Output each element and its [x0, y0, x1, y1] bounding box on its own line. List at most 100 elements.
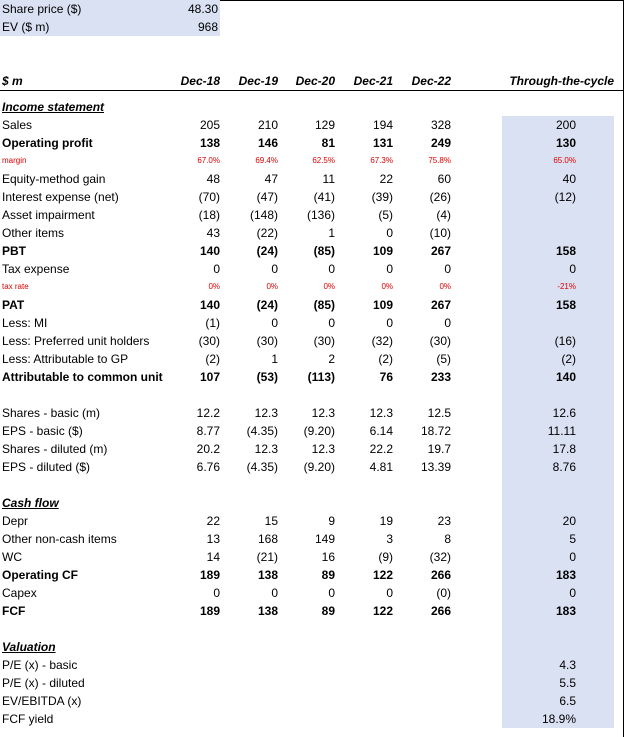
value-cell: (4.35)	[246, 460, 278, 474]
value-cell: 12.3	[254, 406, 278, 420]
value-cell	[278, 674, 335, 692]
value-cell: 22	[379, 172, 393, 186]
value-cell: 328	[430, 118, 451, 132]
cash-flow-title: Cash flow	[2, 496, 59, 510]
row-label: Less: MI	[2, 316, 48, 330]
value-cell: 138	[257, 604, 278, 618]
value-cell	[335, 674, 393, 692]
value-cell: 0	[328, 586, 335, 600]
value-cell: (4.35)	[246, 424, 278, 438]
value-cell: 89	[321, 604, 335, 618]
table-row: Shares - diluted (m) 20.2 12.3 12.3 22.2 19.7…	[0, 440, 624, 458]
value-cell: (53)	[256, 370, 278, 384]
value-cell: 60	[437, 172, 451, 186]
value-cell: (113)	[307, 370, 335, 384]
value-cell: 122	[372, 604, 393, 618]
col-header: Dec-19	[220, 72, 278, 91]
table-row: tax rate 0% 0% 0% 0% 0% -21%	[0, 278, 624, 296]
value-cell: 0%	[381, 282, 393, 291]
value-cell: (5)	[436, 352, 451, 366]
value-cell: (85)	[313, 244, 335, 258]
value-cell: (30)	[256, 334, 278, 348]
value-cell	[393, 674, 451, 692]
ttc-value	[502, 224, 614, 242]
ttc-value: 0	[502, 548, 614, 566]
value-cell: 249	[430, 136, 451, 150]
value-cell: 67.3%	[370, 156, 393, 165]
value-cell: 1	[271, 352, 278, 366]
table-row: Capex 0 0 0 0 (0) 0	[0, 584, 624, 602]
value-cell: (24)	[256, 244, 278, 258]
table-row: FCF 189 138 89 122 266 183	[0, 602, 624, 620]
value-cell: 122	[372, 568, 393, 582]
value-cell	[220, 692, 278, 710]
table-row: WC 14 (21) 16 (9) (32) 0	[0, 548, 624, 566]
value-cell: 146	[257, 136, 278, 150]
ttc-value: 20	[502, 512, 614, 530]
value-cell: 140	[199, 298, 220, 312]
ttc-value: 200	[502, 116, 614, 134]
value-cell: (47)	[256, 190, 278, 204]
table-row: Depr 22 15 9 19 23 20	[0, 512, 624, 530]
table-row: Other non-cash items 13 168 149 3 8 5	[0, 530, 624, 548]
value-cell: 0	[271, 262, 278, 276]
ttc-value: 4.3	[502, 656, 614, 674]
value-cell: 0	[328, 262, 335, 276]
value-cell: 8	[444, 532, 451, 546]
value-cell: 267	[430, 244, 451, 258]
value-cell: 81	[321, 136, 335, 150]
value-cell	[278, 656, 335, 674]
value-cell: 0%	[266, 282, 278, 291]
value-cell: 12.3	[254, 442, 278, 456]
value-cell: (70)	[198, 190, 220, 204]
value-cell: (30)	[313, 334, 335, 348]
ttc-value: 12.6	[502, 404, 614, 422]
col-header: Dec-18	[166, 72, 220, 91]
value-cell: 107	[199, 370, 220, 384]
value-cell: 12.2	[196, 406, 220, 420]
ttc-value	[502, 206, 614, 224]
value-cell: 12.3	[311, 406, 335, 420]
row-label: Operating CF	[2, 568, 79, 582]
value-cell: (24)	[256, 298, 278, 312]
table-row: PAT 140 (24) (85) 109 267 158	[0, 296, 624, 314]
value-cell: (136)	[306, 208, 335, 222]
row-label: P/E (x) - diluted	[2, 676, 85, 690]
value-cell: 16	[321, 550, 335, 564]
ttc-value: 17.8	[502, 440, 614, 458]
table-row: Operating CF 189 138 89 122 266 183	[0, 566, 624, 584]
ttc-value: 8.76	[502, 458, 614, 476]
col-header: Dec-22	[393, 72, 451, 91]
value-cell: 0	[271, 586, 278, 600]
value-cell: (32)	[371, 334, 393, 348]
ttc-value	[502, 314, 614, 332]
value-cell	[278, 692, 335, 710]
value-cell: (0)	[436, 586, 451, 600]
row-label: Tax expense	[2, 262, 70, 276]
value-cell: 0	[328, 316, 335, 330]
value-cell	[393, 710, 451, 728]
value-cell: (22)	[256, 226, 278, 240]
top-border	[0, 0, 624, 1]
ev-row: EV ($ m) 968	[0, 18, 624, 36]
row-label: EPS - basic ($)	[2, 424, 83, 438]
value-cell: 47	[264, 172, 278, 186]
row-label: tax rate	[2, 282, 29, 291]
section-row: Cash flow	[0, 494, 624, 512]
ttc-value: 0	[502, 584, 614, 602]
row-label: Attributable to common unit	[2, 370, 163, 384]
value-cell: (41)	[313, 190, 335, 204]
value-cell: 0	[386, 226, 393, 240]
row-label: Equity-method gain	[2, 172, 106, 186]
value-cell: (21)	[256, 550, 278, 564]
value-cell: 0	[213, 586, 220, 600]
share-price-label: Share price ($)	[0, 0, 166, 18]
value-cell: 0	[271, 316, 278, 330]
value-cell	[335, 656, 393, 674]
ttc-header: Through-the-cycle	[502, 72, 614, 91]
value-cell: 1	[328, 226, 335, 240]
value-cell: 43	[206, 226, 220, 240]
value-cell: 13	[206, 532, 220, 546]
value-cell	[393, 692, 451, 710]
